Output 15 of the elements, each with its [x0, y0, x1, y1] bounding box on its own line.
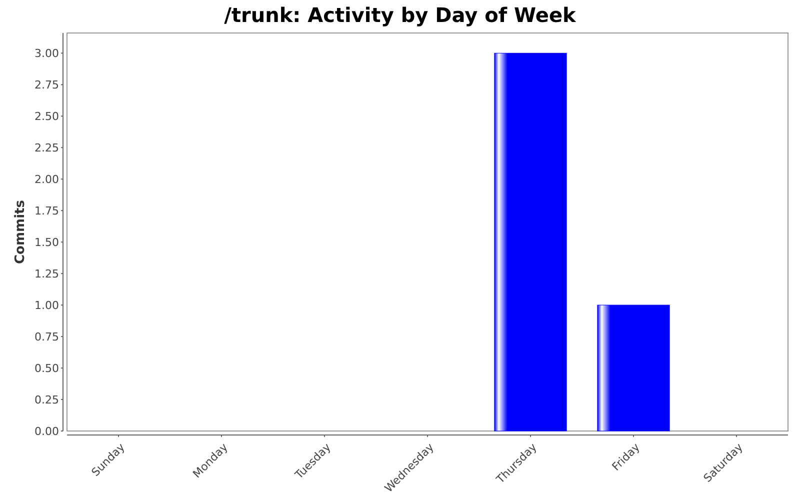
y-axis-title: Commits	[13, 200, 28, 264]
y-tick-label: 1.75	[34, 204, 59, 218]
y-tick-label: 1.50	[34, 236, 59, 249]
y-tick-label: 1.00	[34, 298, 59, 312]
y-tick-label: 2.75	[34, 78, 59, 92]
chart-title: /trunk: Activity by Day of Week	[224, 3, 577, 27]
y-tick-label: 0.25	[34, 393, 59, 406]
y-tick-label: 2.00	[34, 172, 59, 186]
y-tick-label: 2.25	[34, 141, 59, 154]
y-tick-label: 0.75	[34, 330, 59, 344]
y-tick-label: 2.50	[34, 110, 59, 123]
y-tick-label: 0.50	[34, 362, 59, 375]
y-tick-label: 3.00	[34, 47, 59, 60]
y-tick-label: 1.25	[34, 267, 59, 280]
y-tick-label: 0.00	[34, 424, 59, 438]
